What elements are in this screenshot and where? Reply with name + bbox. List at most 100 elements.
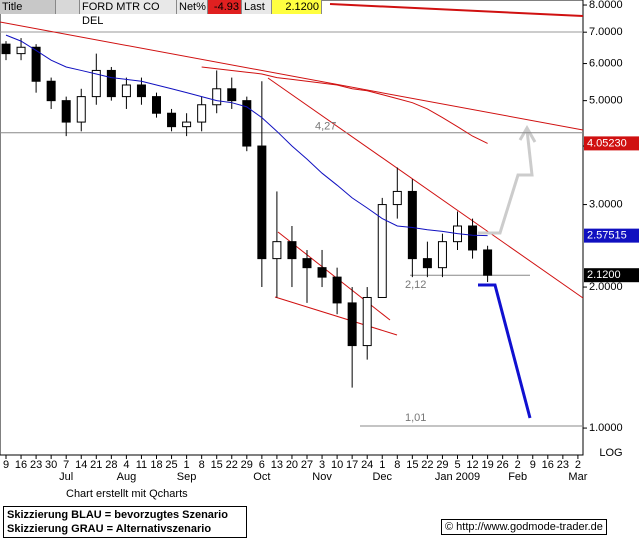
month-label: Feb	[508, 471, 527, 483]
candle-body	[1, 43, 11, 55]
x-tick-label: 17	[346, 459, 358, 471]
x-tick-label: 11	[136, 459, 147, 471]
month-label: Jan 2009	[435, 471, 480, 483]
candle-body	[16, 46, 26, 55]
header-net-label: Net%	[177, 0, 208, 14]
x-tick-label: 29	[436, 459, 448, 471]
x-tick-label: 2	[515, 459, 521, 471]
x-tick-label: 30	[45, 459, 57, 471]
month-label: Sep	[177, 471, 197, 483]
candle-body	[407, 190, 417, 260]
month-label: Mar	[568, 471, 587, 483]
candle-body	[332, 276, 342, 304]
x-tick-label: 7	[63, 459, 69, 471]
x-tick-label: 23	[557, 459, 569, 471]
y-tick-label: 5.0000	[589, 95, 623, 107]
trend-line	[0, 21, 584, 131]
trend-line	[329, 3, 584, 17]
y-tick-label: 8.0000	[589, 0, 623, 11]
y-tick-label: 6.0000	[589, 57, 623, 69]
level-label: 2,12	[405, 279, 426, 291]
candle-body	[167, 112, 177, 128]
candle-body	[182, 121, 192, 128]
legend-item: Skizzierung BLAU = bevorzugtes Szenario	[7, 509, 228, 521]
header-last: 2.1200	[272, 0, 322, 14]
candle-body	[76, 96, 86, 123]
candle-body	[91, 69, 101, 98]
source: © http://www.godmode-trader.de	[441, 519, 607, 535]
x-tick-label: 8	[394, 459, 400, 471]
candle-body	[61, 100, 71, 123]
x-tick-label: 4	[123, 459, 129, 471]
x-tick-label: 26	[497, 459, 509, 471]
header-symbol: FORD MTR CO DEL	[80, 0, 177, 27]
x-tick-label: 15	[406, 459, 418, 471]
last-value-box	[584, 228, 639, 243]
y-tick-label: 2.0000	[589, 281, 623, 293]
level-label: 4,27	[315, 121, 336, 133]
candle-body	[106, 69, 116, 98]
month-label: Oct	[253, 471, 270, 483]
trend-line	[267, 77, 584, 299]
x-tick-label: 21	[90, 459, 102, 471]
last-value-box	[584, 136, 639, 151]
credit: Chart erstellt mit Qcharts	[66, 488, 188, 500]
candle-body	[377, 204, 387, 298]
candle-body	[31, 46, 41, 82]
month-label: Nov	[312, 471, 332, 483]
x-tick-label: 1	[184, 459, 190, 471]
y-tick-label: 7.0000	[589, 26, 623, 38]
x-tick-label: 3	[319, 459, 325, 471]
candle-body	[287, 241, 297, 260]
x-tick-label: 10	[331, 459, 343, 471]
month-label: Dec	[372, 471, 392, 483]
candle-body	[362, 296, 372, 347]
y-tick-label: 3.0000	[589, 198, 623, 210]
candle-body	[272, 241, 282, 260]
x-tick-label: 24	[361, 459, 373, 471]
x-tick-label: 16	[15, 459, 27, 471]
x-tick-label: 25	[165, 459, 177, 471]
preferred-scenario	[478, 283, 532, 419]
header-net: -4.93	[208, 0, 242, 14]
x-tick-label: 9	[3, 459, 9, 471]
candle-body	[483, 249, 493, 276]
candle-body	[317, 267, 327, 278]
month-label: Jul	[59, 471, 73, 483]
alternative-scenario	[478, 129, 534, 235]
x-tick-label: 16	[542, 459, 554, 471]
month-label: Aug	[117, 471, 137, 483]
alternative-arrow	[518, 125, 537, 143]
y-axis-label: LOG	[599, 447, 622, 459]
candle-body	[468, 225, 478, 251]
last-value-label: 4.05230	[587, 137, 627, 149]
header-title: Title	[0, 0, 56, 14]
candle-body	[136, 84, 146, 98]
x-tick-label: 28	[105, 459, 117, 471]
last-value-label: 2.1200	[587, 269, 621, 281]
last-value-label: 2.57515	[587, 230, 627, 242]
x-tick-label: 6	[259, 459, 265, 471]
legend-item: Skizzierung GRAU = Alternativszenario	[7, 523, 212, 535]
x-tick-label: 22	[421, 459, 433, 471]
x-tick-label: 23	[30, 459, 42, 471]
legend-box: Skizzierung BLAU = bevorzugtes Szenario …	[3, 506, 247, 538]
candle-body	[121, 84, 131, 98]
header-spacer	[56, 0, 80, 14]
candle-body	[392, 190, 402, 206]
x-tick-label: 18	[150, 459, 162, 471]
last-value-box	[584, 268, 639, 283]
candle-body	[212, 88, 222, 106]
candle-body	[437, 241, 447, 269]
candle-body	[242, 100, 252, 147]
x-tick-label: 20	[286, 459, 298, 471]
x-tick-label: 1	[379, 459, 385, 471]
candle-body	[347, 302, 357, 347]
candle-body	[257, 145, 267, 260]
candle-body	[422, 258, 432, 269]
moving-average	[201, 66, 488, 144]
x-tick-label: 9	[530, 459, 536, 471]
candle-body	[227, 88, 237, 102]
x-tick-label: 12	[466, 459, 478, 471]
moving-average	[5, 34, 488, 237]
